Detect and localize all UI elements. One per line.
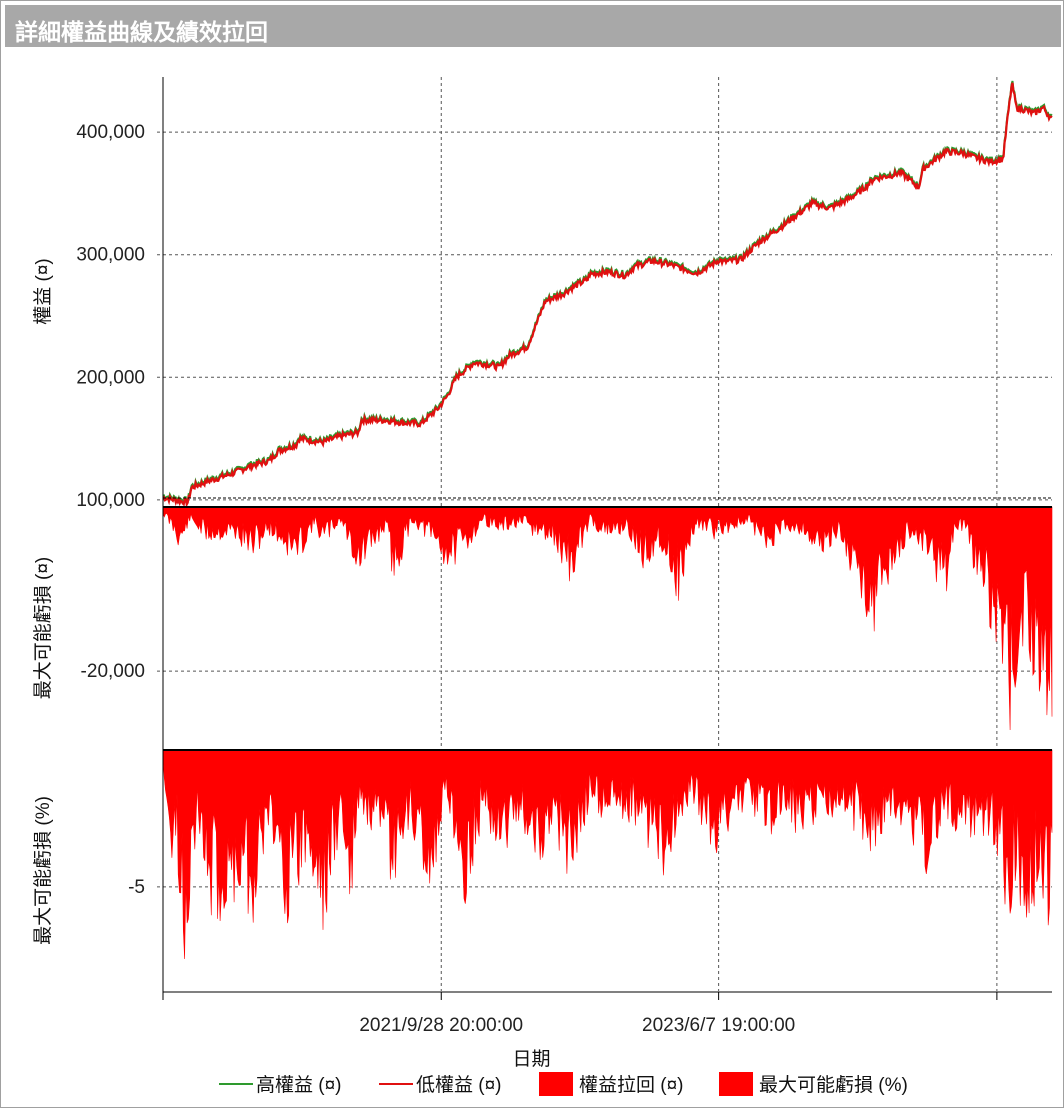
legend-swatch-box [539,1072,573,1096]
window-title: 詳細權益曲線及績效拉回 [15,19,268,45]
low-equity-line [162,82,1053,508]
title-bar: 詳細權益曲線及績效拉回 [5,5,1061,47]
axes [162,77,1052,1000]
legend-label: 最大可能虧損 (%) [759,1074,908,1096]
y-tick-label: 100,000 [76,490,145,511]
drawdown-percent-area [162,749,1053,960]
y-axis-label: 最大可能虧損 (%) [32,796,54,945]
y-axis-label: 最大可能虧損 (¤) [32,557,54,700]
y-tick-label: -20,000 [81,661,145,682]
high-equity-line [162,80,1053,506]
y-tick-label: -5 [128,877,145,898]
y-axis-label: 權益 (¤) [32,258,54,325]
legend-label: 高權益 (¤) [256,1074,342,1096]
drawdown-value-area [162,506,1053,731]
x-axis-label: 日期 [512,1048,550,1070]
y-tick-label: 400,000 [76,122,145,143]
legend: 高權益 (¤) 低權益 (¤) 權益拉回 (¤) 最大可能虧損 (%) [219,1072,908,1096]
legend-label: 權益拉回 (¤) [579,1074,684,1096]
drawdown-areas [162,506,1053,960]
x-tick-label: 2021/9/28 20:00:00 [359,1015,523,1036]
x-tick-label: 2023/6/7 19:00:00 [642,1015,795,1036]
legend-label: 低權益 (¤) [416,1074,502,1096]
equity-lines [162,80,1053,508]
legend-swatch-box [719,1072,753,1096]
tick-labels: 100,000 200,000 300,000 400,000 -20,000 -5 202… [76,122,795,1036]
y-tick-label: 200,000 [76,367,145,388]
y-tick-label: 300,000 [76,245,145,266]
axis-labels: 權益 (¤) 最大可能虧損 (¤) 最大可能虧損 (%) 日期 [32,258,551,1070]
